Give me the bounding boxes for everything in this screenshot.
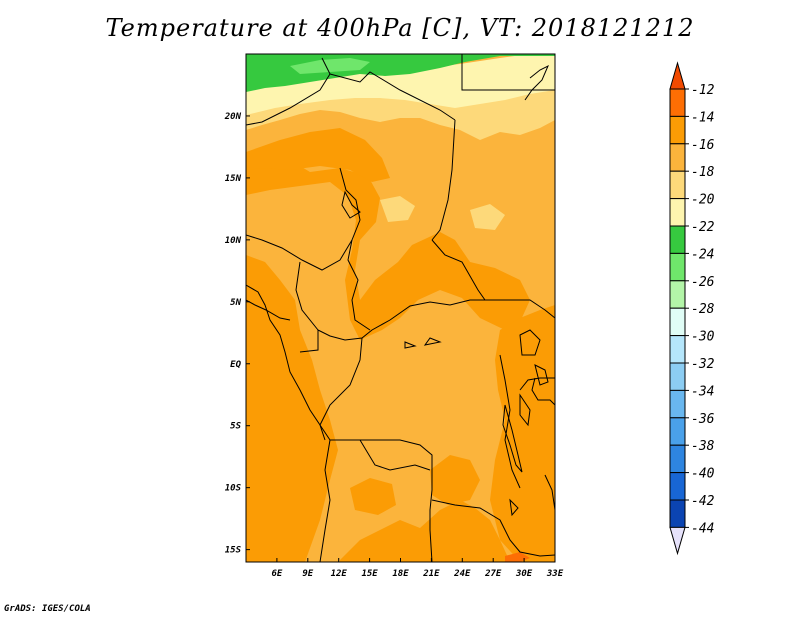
lat-tick-label: EQ	[230, 360, 241, 370]
colorbar-level-label: -24	[691, 247, 714, 262]
colorbar-swatch	[669, 88, 686, 117]
colorbar-level-label: -12	[691, 83, 715, 98]
colorbar-swatch	[669, 444, 686, 474]
colorbar-level-label: -42	[691, 494, 715, 509]
lat-tick-label: 5N	[230, 298, 241, 308]
colorbar-swatch	[669, 417, 686, 446]
field-patch-2	[470, 204, 505, 230]
colorbar-swatch	[669, 335, 686, 364]
colorbar-swatch	[669, 307, 686, 337]
lon-tick-label: 30E	[515, 569, 533, 579]
colorbar-swatch	[669, 252, 686, 282]
map-title: Temperature at 400hPa [C], VT: 201812121…	[105, 14, 695, 42]
lat-tick-label: 10N	[225, 236, 242, 246]
lat-tick-label: 10S	[225, 484, 242, 494]
colorbar-level-label: -44	[691, 521, 714, 536]
colorbar-top-arrow	[669, 61, 686, 90]
colorbar-swatch	[669, 225, 686, 254]
colorbar-level-label: -22	[691, 220, 715, 235]
colorbar-level-label: -30	[691, 330, 715, 345]
field-coast-warm	[246, 255, 338, 562]
colorbar-swatch	[669, 143, 686, 172]
lat-tick-label: 20N	[224, 112, 242, 122]
longitude-axis: 6E 9E 12E 15E 18E 21E 24E 27E 30E 33E	[271, 558, 564, 579]
colorbar-swatch	[669, 280, 686, 309]
colorbar-swatch	[669, 170, 686, 200]
colorbar-swatch	[669, 362, 686, 391]
colorbar-level-label: -36	[691, 412, 715, 427]
field-patch-1	[380, 196, 415, 222]
colorbar-legend: -12 -14 -16 -18 -20 -22 -24 -26 -28 -30 -32 -34 -36 -…	[669, 61, 715, 556]
colorbar-level-label: -14	[691, 110, 714, 125]
colorbar-level-label: -18	[691, 165, 715, 180]
colorbar-swatch	[669, 198, 686, 227]
field-east-warm	[490, 305, 555, 562]
colorbar-swatch	[669, 472, 686, 501]
colorbar-level-label: -40	[691, 467, 715, 482]
lat-tick-label: 5S	[230, 422, 241, 432]
colorbar-swatch	[669, 499, 686, 528]
lon-tick-label: 24E	[453, 569, 471, 579]
colorbar-level-label: -20	[691, 193, 715, 208]
colorbar-bottom-arrow	[669, 526, 686, 556]
colorbar-swatch	[669, 115, 686, 145]
lon-tick-label: 6E	[271, 569, 282, 579]
lon-tick-label: 18E	[392, 569, 409, 579]
lon-tick-label: 27E	[484, 569, 502, 579]
lat-tick-label: 15S	[225, 546, 242, 556]
field-north-pale	[246, 54, 555, 115]
field-north-lightgreen	[290, 58, 370, 74]
lat-tick-label: 15N	[225, 174, 242, 184]
colorbar-level-label: -26	[691, 275, 715, 290]
map-borders	[246, 54, 555, 562]
lon-tick-label: 21E	[422, 569, 440, 579]
colorbar-level-label: -16	[691, 138, 715, 153]
lon-tick-label: 9E	[302, 569, 313, 579]
colorbar-level-label: -28	[691, 302, 715, 317]
field-north-warm	[246, 128, 390, 182]
map-field	[246, 54, 555, 562]
colorbar-level-label: -34	[691, 384, 714, 399]
lon-tick-label: 12E	[331, 569, 348, 579]
field-west-warm	[246, 158, 530, 340]
colorbar-swatch	[669, 389, 686, 419]
field-south-warm	[340, 500, 510, 562]
grads-credit: GrADS: IGES/COLA	[4, 604, 91, 614]
colorbar-level-label: -32	[691, 357, 715, 372]
field-southeast-warm	[430, 455, 480, 505]
colorbar-level-label: -38	[691, 439, 715, 454]
lon-tick-label: 33E	[546, 569, 564, 579]
lon-tick-label: 15E	[361, 569, 378, 579]
latitude-axis: 20N 15N 10N 5N EQ 5S 10S 15S	[224, 112, 250, 556]
field-southwest-patch	[350, 478, 396, 515]
